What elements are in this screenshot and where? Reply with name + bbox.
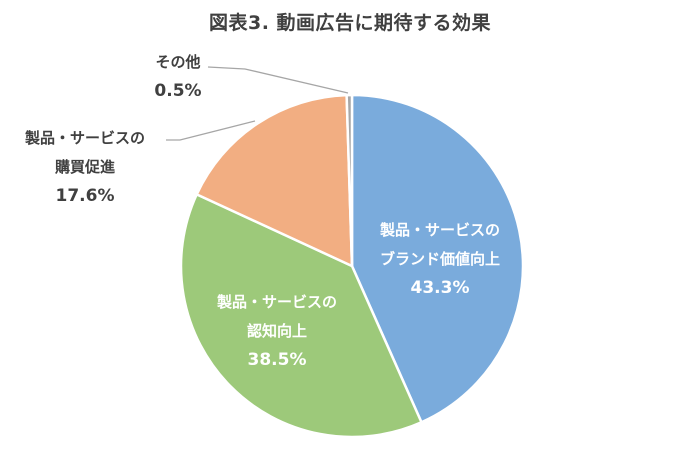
label-awareness-pct: 38.5% (247, 350, 307, 370)
label-other: その他 0.5% (128, 48, 228, 106)
label-brand-pct: 43.3% (410, 278, 470, 298)
label-purchase-line2: 購買促進 (54, 158, 115, 176)
label-purchase: 製品・サービスの 購買促進 17.6% (5, 124, 165, 211)
label-awareness-line1: 製品・サービスの (216, 293, 337, 311)
label-other-pct: 0.5% (154, 81, 202, 101)
leader-line-purchase (166, 120, 256, 141)
chart-title: 図表3. 動画広告に期待する効果 (208, 12, 492, 34)
slice-awareness (179, 193, 423, 439)
slice-brand (350, 93, 525, 424)
pie-slices (179, 93, 525, 439)
label-brand-line1: 製品・サービスの (379, 221, 500, 239)
label-other-name: その他 (155, 53, 201, 71)
label-awareness: 製品・サービスの 認知向上 38.5% (192, 288, 362, 375)
slice-purchase (195, 93, 354, 268)
label-brand: 製品・サービスの ブランド価値向上 43.3% (355, 216, 525, 303)
label-purchase-pct: 17.6% (55, 186, 115, 206)
label-brand-line2: ブランド価値向上 (379, 250, 500, 268)
leader-line-other (207, 66, 349, 94)
slice-other (345, 93, 354, 268)
label-awareness-line2: 認知向上 (246, 322, 307, 340)
label-purchase-line1: 製品・サービスの (24, 129, 145, 147)
